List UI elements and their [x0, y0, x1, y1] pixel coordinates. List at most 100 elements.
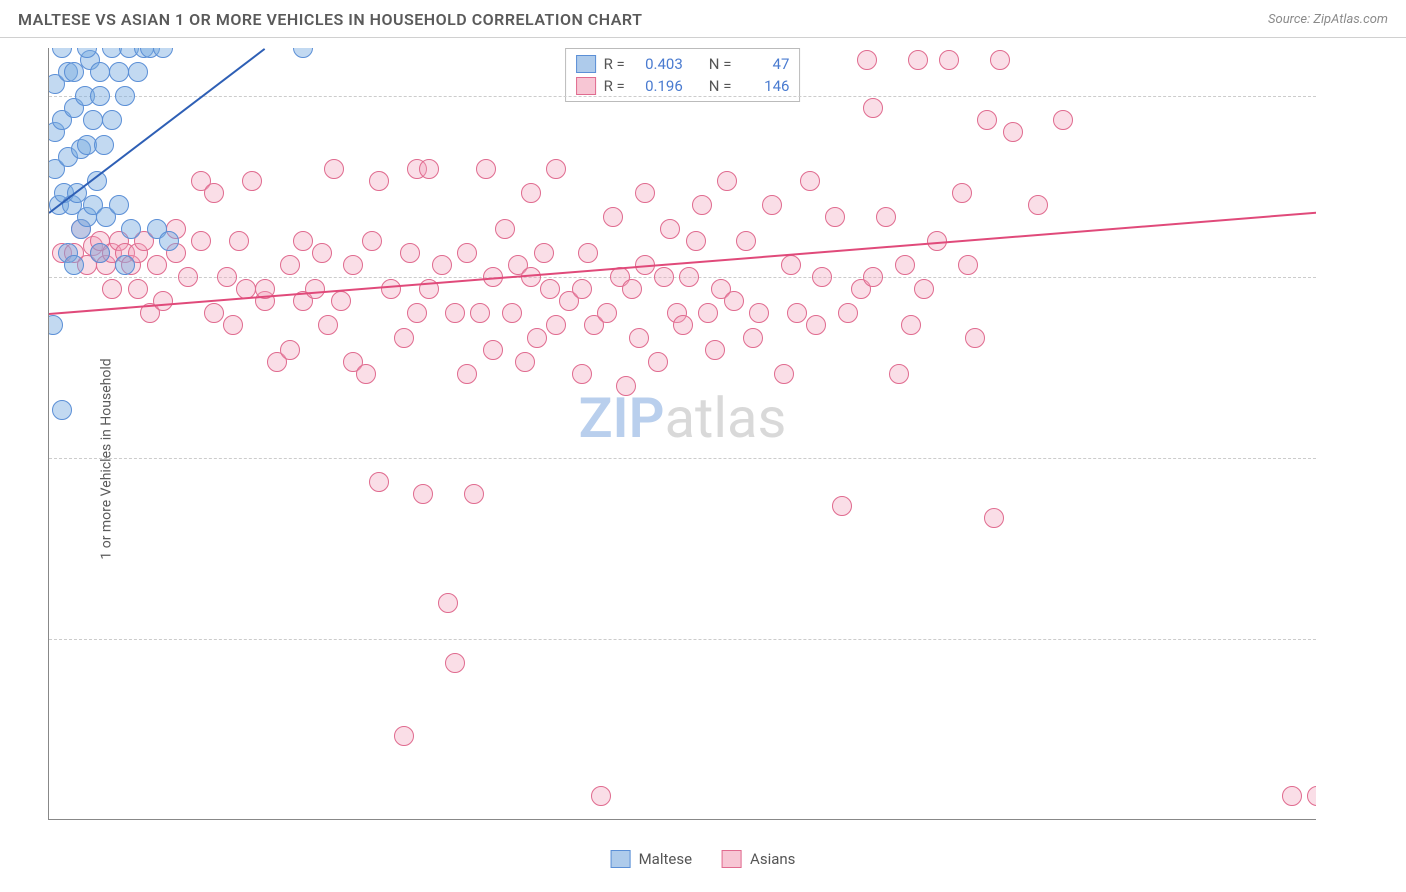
chart-source: Source: ZipAtlas.com	[1268, 12, 1388, 27]
asians-point	[318, 315, 338, 335]
x-tick	[303, 819, 304, 820]
asians-point	[438, 593, 458, 613]
x-tick	[176, 819, 177, 820]
asians-point	[546, 315, 566, 335]
asians-point	[153, 291, 173, 311]
asians-point	[502, 303, 522, 323]
asians-point	[629, 328, 649, 348]
asians-point	[356, 364, 376, 384]
asians-point	[603, 207, 623, 227]
asians-point	[572, 364, 592, 384]
legend-swatch	[576, 55, 596, 73]
n-label: N =	[709, 77, 732, 95]
series-legend-item: Asians	[722, 850, 795, 868]
asians-point	[692, 195, 712, 215]
asians-point	[825, 207, 845, 227]
asians-point	[457, 243, 477, 263]
asians-point	[229, 231, 249, 251]
asians-point	[705, 340, 725, 360]
asians-point	[895, 255, 915, 275]
asians-point	[407, 303, 427, 323]
asians-point	[242, 171, 262, 191]
asians-point	[717, 171, 737, 191]
maltese-point	[90, 62, 110, 82]
maltese-point	[115, 255, 135, 275]
asians-point	[812, 267, 832, 287]
r-label: R =	[604, 77, 625, 95]
asians-point	[1307, 786, 1316, 806]
asians-point	[800, 171, 820, 191]
chart-container: 1 or more Vehicles in Household ZIPatlas…	[0, 38, 1406, 880]
asians-point	[217, 267, 237, 287]
asians-point	[293, 231, 313, 251]
asians-point	[762, 195, 782, 215]
x-tick	[1063, 819, 1064, 820]
asians-point	[223, 315, 243, 335]
maltese-point	[115, 86, 135, 106]
asians-point	[312, 243, 332, 263]
asians-point	[616, 376, 636, 396]
asians-point	[445, 653, 465, 673]
asians-point	[540, 279, 560, 299]
maltese-point	[48, 315, 63, 335]
stats-legend-row: R =0.196N =146	[576, 75, 790, 97]
asians-point	[476, 159, 496, 179]
asians-point	[527, 328, 547, 348]
asians-point	[400, 243, 420, 263]
maltese-point	[153, 48, 173, 58]
asians-point	[1282, 786, 1302, 806]
maltese-point	[128, 62, 148, 82]
gridline	[49, 96, 1316, 97]
asians-point	[369, 472, 389, 492]
asians-point	[660, 219, 680, 239]
asians-point	[578, 243, 598, 263]
asians-point	[1028, 195, 1048, 215]
asians-point	[743, 328, 763, 348]
asians-point	[889, 364, 909, 384]
series-legend: Maltese Asians	[611, 850, 796, 868]
asians-point	[343, 255, 363, 275]
asians-trendline	[49, 212, 1316, 315]
asians-point	[495, 219, 515, 239]
watermark-atlas: atlas	[665, 385, 787, 451]
maltese-point	[90, 243, 110, 263]
asians-point	[939, 50, 959, 70]
asians-point	[679, 267, 699, 287]
asians-point	[331, 291, 351, 311]
maltese-point	[90, 86, 110, 106]
asians-point	[191, 231, 211, 251]
plot-area: ZIPatlas R =0.403N =47R =0.196N =146 77.…	[48, 48, 1316, 820]
series-legend-label: Maltese	[639, 850, 692, 868]
maltese-point	[83, 110, 103, 130]
stats-legend: R =0.403N =47R =0.196N =146	[565, 48, 801, 102]
asians-point	[622, 279, 642, 299]
asians-point	[534, 243, 554, 263]
asians-point	[876, 207, 896, 227]
asians-point	[324, 159, 344, 179]
asians-point	[914, 279, 934, 299]
asians-point	[102, 279, 122, 299]
asians-point	[984, 508, 1004, 528]
asians-point	[635, 183, 655, 203]
asians-point	[958, 255, 978, 275]
maltese-point	[52, 48, 72, 58]
x-tick	[810, 819, 811, 820]
asians-point	[521, 183, 541, 203]
asians-point	[749, 303, 769, 323]
asians-point	[774, 364, 794, 384]
asians-point	[204, 303, 224, 323]
asians-point	[597, 303, 617, 323]
asians-point	[413, 484, 433, 504]
maltese-point	[159, 231, 179, 251]
asians-point	[1003, 122, 1023, 142]
x-tick	[1190, 819, 1191, 820]
chart-header: MALTESE VS ASIAN 1 OR MORE VEHICLES IN H…	[0, 0, 1406, 38]
legend-swatch	[611, 850, 631, 868]
asians-point	[977, 110, 997, 130]
asians-point	[806, 315, 826, 335]
asians-point	[394, 328, 414, 348]
asians-point	[546, 159, 566, 179]
asians-point	[838, 303, 858, 323]
asians-point	[654, 267, 674, 287]
maltese-point	[293, 48, 313, 58]
